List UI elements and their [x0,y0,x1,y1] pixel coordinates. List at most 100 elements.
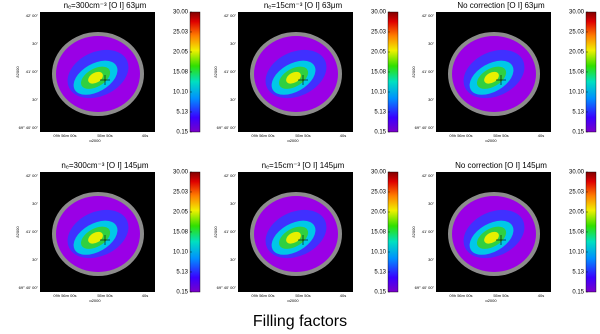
y-axis-label: δ2000 [213,66,218,78]
x-tick-label: 40s [142,133,148,138]
colorbar-tick-label: 5.13 [176,270,188,276]
y-tick-label: 41' 00" [26,69,39,74]
colorbar-tick-label: 10.10 [371,250,387,256]
y-tick-label: 30" [230,97,236,102]
colorbar-tick-label: 30.00 [569,170,585,176]
colorbar-tick-label: 10.10 [371,90,387,96]
y-tick-label: 42' 00" [26,13,39,18]
y-axis-label: δ2000 [213,226,218,238]
colorbar-tick-label: 20.05 [371,50,387,56]
x-axis-label: α2000 [287,298,299,303]
y-tick-label: 41' 00" [224,69,237,74]
panel-title: nₑ=300cm⁻³ [O I] 63μm [64,1,147,10]
colorbar-tick-label: 10.10 [569,90,585,96]
x-tick-label: 40s [340,133,346,138]
x-tick-label: 55m 50s [97,293,112,298]
x-axis-label: α2000 [485,298,497,303]
y-tick-label: 42' 00" [224,13,237,18]
x-tick-label: 55m 50s [295,293,310,298]
colorbar-tick-label: 15.08 [173,230,189,236]
colorbar-tick-label: 15.08 [371,230,387,236]
x-tick-label: 40s [538,293,544,298]
x-tick-label: 55m 50s [493,293,508,298]
colorbar-tick-label: 25.03 [371,190,387,196]
y-tick-label: 69° 40' 00" [415,285,435,290]
y-tick-label: 30" [428,257,434,262]
y-tick-label: 30" [428,97,434,102]
colorbar-tick-label: 5.13 [374,110,386,116]
y-tick-label: 30" [428,41,434,46]
colorbar-tick-label: 25.03 [569,190,585,196]
y-tick-label: 69° 40' 00" [217,285,237,290]
x-axis-label: α2000 [89,298,101,303]
x-tick-label: 40s [340,293,346,298]
colorbar-tick-label: 10.10 [173,250,189,256]
colorbar-tick-label: 15.08 [569,230,585,236]
map [40,172,155,292]
map [436,12,551,132]
panel-title: No correction [O I] 145μm [455,161,547,170]
y-tick-label: 30" [230,257,236,262]
y-tick-label: 69° 40' 00" [415,125,435,130]
y-tick-label: 30" [32,97,38,102]
colorbar-tick-label: 0.15 [176,290,188,296]
map [40,12,155,132]
map [238,172,353,292]
colorbar-tick-label: 20.05 [569,210,585,216]
colorbar-tick-label: 0.15 [176,130,188,136]
y-tick-label: 30" [428,201,434,206]
y-tick-label: 42' 00" [422,173,435,178]
panel-title: No correction [O I] 63μm [457,1,545,10]
x-tick-label: 55m 50s [97,133,112,138]
x-tick-label: 09h 56m 00s [251,293,274,298]
y-tick-label: 69° 40' 00" [217,125,237,130]
y-axis-label: δ2000 [411,66,416,78]
colorbar-tick-label: 25.03 [173,30,189,36]
colorbar-tick-label: 10.10 [173,90,189,96]
x-axis-label: α2000 [287,138,299,143]
map-region [88,231,103,244]
y-tick-label: 41' 00" [26,229,39,234]
x-tick-label: 09h 56m 00s [251,133,274,138]
colorbar-tick-label: 30.00 [173,170,189,176]
colorbar-tick-label: 0.15 [374,290,386,296]
colorbar-tick-label: 15.08 [569,70,585,76]
x-tick-label: 40s [538,133,544,138]
colorbar-tick-label: 20.05 [173,210,189,216]
y-tick-label: 42' 00" [224,173,237,178]
y-tick-label: 30" [230,41,236,46]
x-axis-label: α2000 [485,138,497,143]
colorbar-tick-label: 30.00 [173,10,189,16]
colorbar-tick-label: 30.00 [371,10,387,16]
y-tick-label: 41' 00" [422,229,435,234]
x-tick-label: 09h 56m 00s [53,133,76,138]
map [436,172,551,292]
colorbar-tick-label: 15.08 [173,70,189,76]
y-tick-label: 69° 40' 00" [19,125,39,130]
colorbar-tick-label: 10.10 [569,250,585,256]
colorbar-tick-label: 25.03 [569,30,585,36]
map-region [286,71,301,84]
y-axis-label: δ2000 [15,226,20,238]
y-tick-label: 69° 40' 00" [19,285,39,290]
colorbar-tick-label: 20.05 [173,50,189,56]
y-tick-label: 41' 00" [224,229,237,234]
x-tick-label: 55m 50s [493,133,508,138]
colorbar-tick-label: 15.08 [371,70,387,76]
y-axis-label: δ2000 [411,226,416,238]
x-tick-label: 09h 56m 00s [449,133,472,138]
colorbar-tick-label: 20.05 [371,210,387,216]
y-tick-label: 30" [32,257,38,262]
x-tick-label: 55m 50s [295,133,310,138]
x-tick-label: 09h 56m 00s [53,293,76,298]
panel-title: nₑ=15cm⁻³ [O I] 145μm [262,161,345,170]
colorbar-tick-label: 0.15 [374,130,386,136]
colorbar-tick-label: 30.00 [371,170,387,176]
colorbar-tick-label: 20.05 [569,50,585,56]
y-axis-label: δ2000 [15,66,20,78]
panel-title: nₑ=15cm⁻³ [O I] 63μm [264,1,343,10]
y-tick-label: 30" [230,201,236,206]
colorbar-tick-label: 0.15 [572,130,584,136]
y-tick-label: 30" [32,41,38,46]
